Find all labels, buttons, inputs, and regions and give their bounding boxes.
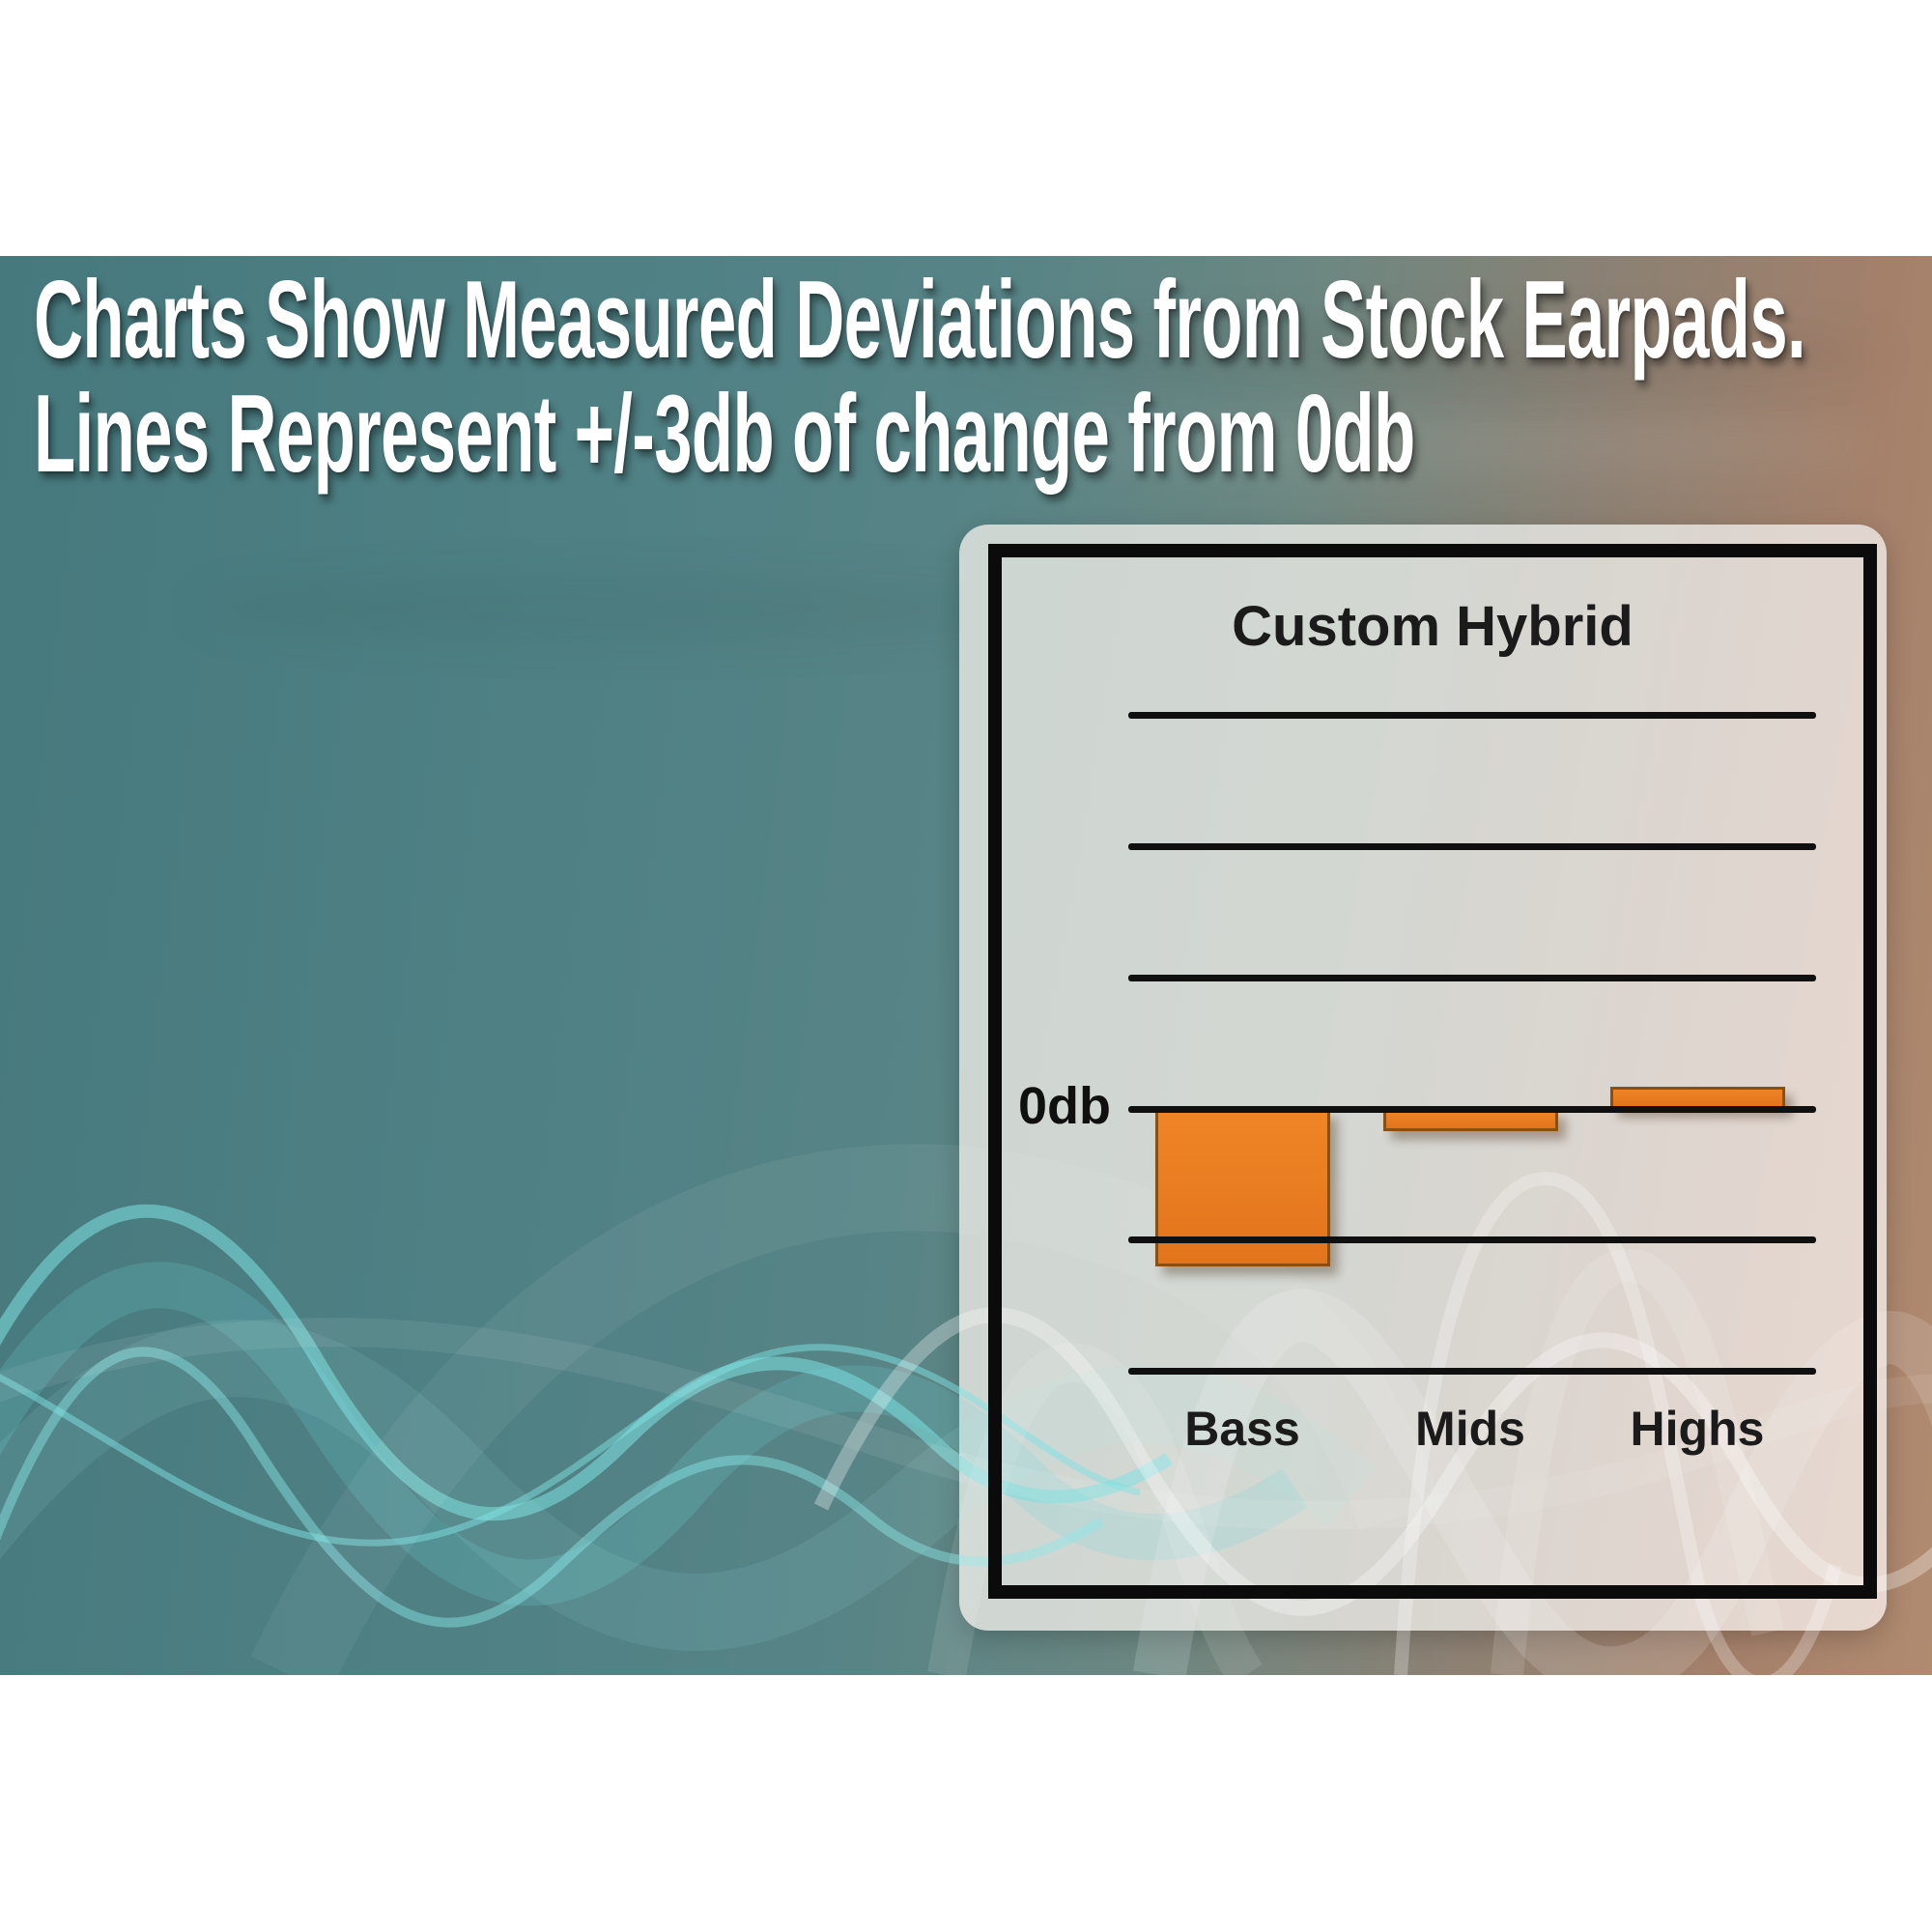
category-label-mids: Mids: [1415, 1402, 1525, 1456]
zero-db-axis-label: 0db: [1017, 1077, 1111, 1135]
background-blur-streak: [1014, 420, 1884, 473]
header-line-1: Charts Show Measured Deviations from Sto…: [34, 259, 1806, 382]
content-band: Charts Show Measured Deviations from Sto…: [0, 256, 1932, 1675]
header-text: Charts Show Measured Deviations from Sto…: [34, 259, 1806, 496]
gridline--3db: [1128, 1236, 1816, 1243]
chart-frame: Custom Hybrid 0db Bass Mids Highs: [988, 544, 1877, 1599]
gridline-9db: [1128, 712, 1816, 719]
header-line-2: Lines Represent +/-3db of change from 0d…: [34, 373, 1415, 496]
zero-db-gridline: [1128, 1106, 1816, 1113]
chart-plot-area: Custom Hybrid 0db Bass Mids Highs: [1002, 557, 1863, 1585]
category-label-bass: Bass: [1184, 1402, 1300, 1456]
background-blur-streak: [193, 575, 1063, 642]
background-blur-streak: [966, 324, 1884, 382]
gridline--6db: [1128, 1368, 1816, 1375]
gridline-3db: [1128, 975, 1816, 981]
gridline-6db: [1128, 843, 1816, 850]
chart-title: Custom Hybrid: [1232, 595, 1634, 658]
category-label-highs: Highs: [1630, 1402, 1765, 1456]
